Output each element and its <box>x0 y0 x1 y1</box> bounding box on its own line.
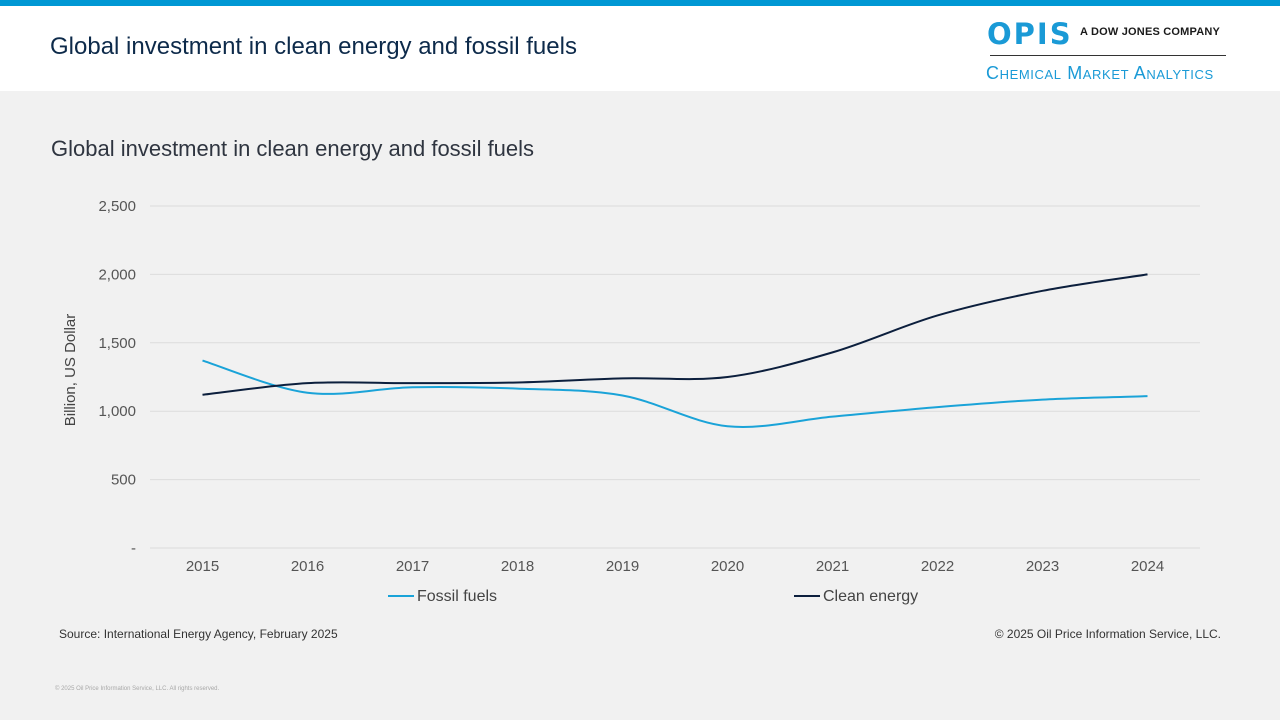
y-tick-label: 2,000 <box>98 266 136 283</box>
y-tick-label: 1,000 <box>98 403 136 420</box>
source-note: Source: International Energy Agency, Feb… <box>59 627 338 641</box>
slide-header: Global investment in clean energy and fo… <box>0 6 1280 91</box>
clean-energy-line <box>202 273 1148 396</box>
x-tick-label: 2019 <box>606 558 639 575</box>
copyright-note: © 2025 Oil Price Information Service, LL… <box>994 627 1221 641</box>
legend-fossil-fuels-label: Fossil fuels <box>417 588 497 605</box>
x-tick-label: 2022 <box>921 558 954 575</box>
fossil-fuels-line <box>202 359 1148 428</box>
y-tick-label: 500 <box>111 472 136 489</box>
dow-jones-tagline: A DOW JONES COMPANY <box>1080 26 1221 38</box>
chart-title: Global investment in clean energy and fo… <box>51 136 535 161</box>
y-tick-label: - <box>131 540 136 557</box>
page-title: Global investment in clean energy and fo… <box>50 33 577 60</box>
x-tick-label: 2021 <box>816 558 849 575</box>
y-tick-label: 2,500 <box>98 198 136 215</box>
x-tick-label: 2024 <box>1131 558 1164 575</box>
y-axis-title: Billion, US Dollar <box>62 314 79 427</box>
chemical-market-analytics-logo: Chemical Market Analytics <box>986 63 1214 83</box>
x-tick-label: 2020 <box>711 558 744 575</box>
top-accent-bar <box>0 0 1280 6</box>
x-tick-label: 2018 <box>501 558 534 575</box>
x-tick-label: 2015 <box>186 558 219 575</box>
fine-print: © 2025 Oil Price Information Service, LL… <box>55 686 220 692</box>
x-tick-label: 2023 <box>1026 558 1059 575</box>
x-tick-label: 2017 <box>396 558 429 575</box>
x-tick-label: 2016 <box>291 558 324 575</box>
y-tick-label: 1,500 <box>98 335 136 352</box>
legend-clean-energy-label: Clean energy <box>823 588 918 605</box>
logo-divider <box>990 55 1226 56</box>
opis-logo: OPIS <box>987 17 1073 51</box>
